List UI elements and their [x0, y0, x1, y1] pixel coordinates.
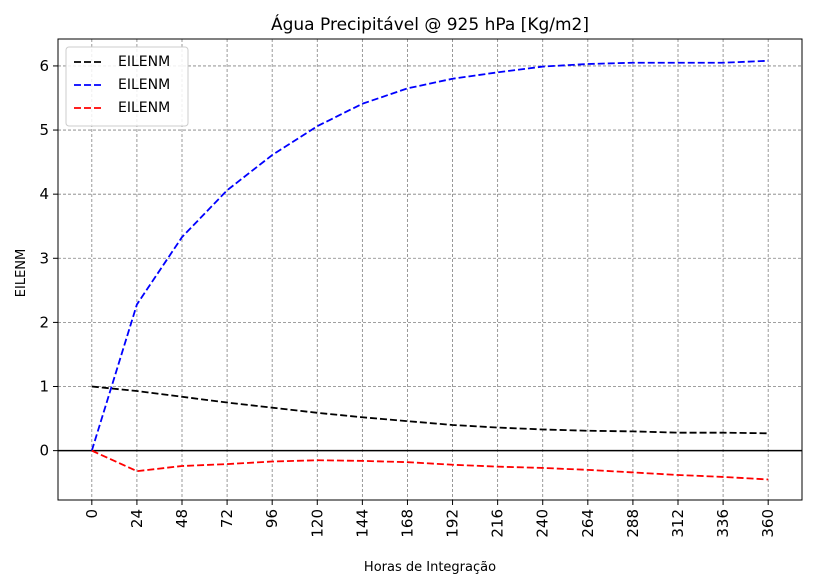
legend-frame: [65, 46, 189, 127]
series-line-3: [91, 449, 769, 481]
y-axis-label: EILENM: [14, 249, 29, 297]
x-tick-label: 120: [308, 509, 326, 538]
y-tick-label: 3: [39, 249, 49, 267]
legend-label-3: EILENM: [118, 100, 170, 116]
x-tick-label: 168: [398, 509, 416, 538]
x-ticks: 0 24 48 72 96 120 144 168 192 216 240 264 288 312 336 3…: [83, 500, 777, 538]
x-tick-label: 96: [263, 509, 281, 528]
plot-frame: [57, 38, 803, 501]
y-tick-label: 5: [39, 121, 49, 139]
x-tick-label: 48: [173, 509, 191, 528]
x-tick-label: 360: [759, 509, 777, 538]
x-tick-label: 0: [83, 509, 101, 519]
x-tick-label: 144: [353, 509, 371, 538]
chart-title: Água Precipitável @ 925 hPa [Kg/m2]: [271, 13, 589, 35]
series-line-1: [91, 385, 769, 435]
x-tick-label: 216: [489, 509, 507, 538]
y-tick-label: 4: [39, 185, 49, 203]
legend-label-2: EILENM: [118, 77, 170, 93]
y-tick-label: 2: [39, 313, 49, 331]
x-tick-label: 72: [218, 509, 236, 528]
series-line-2: [90, 59, 769, 451]
x-tick-label: 312: [669, 509, 687, 538]
x-axis-label: Horas de Integração: [364, 560, 496, 575]
series-group: [90, 59, 769, 481]
y-tick-label: 6: [39, 57, 49, 75]
y-tick-label: 1: [39, 378, 49, 396]
x-tick-label: 288: [624, 509, 642, 538]
x-tick-label: 336: [714, 509, 732, 538]
legend-label-1: EILENM: [118, 54, 170, 70]
y-ticks: 0 1 2 3 4 5 6: [39, 57, 58, 460]
x-tick-label: 264: [579, 509, 597, 538]
x-tick-label: 240: [534, 509, 552, 538]
legend: EILENM EILENM EILENM: [65, 46, 189, 127]
y-tick-label: 0: [39, 442, 49, 460]
x-tick-label: 24: [128, 509, 146, 528]
x-tick-label: 192: [444, 509, 462, 538]
